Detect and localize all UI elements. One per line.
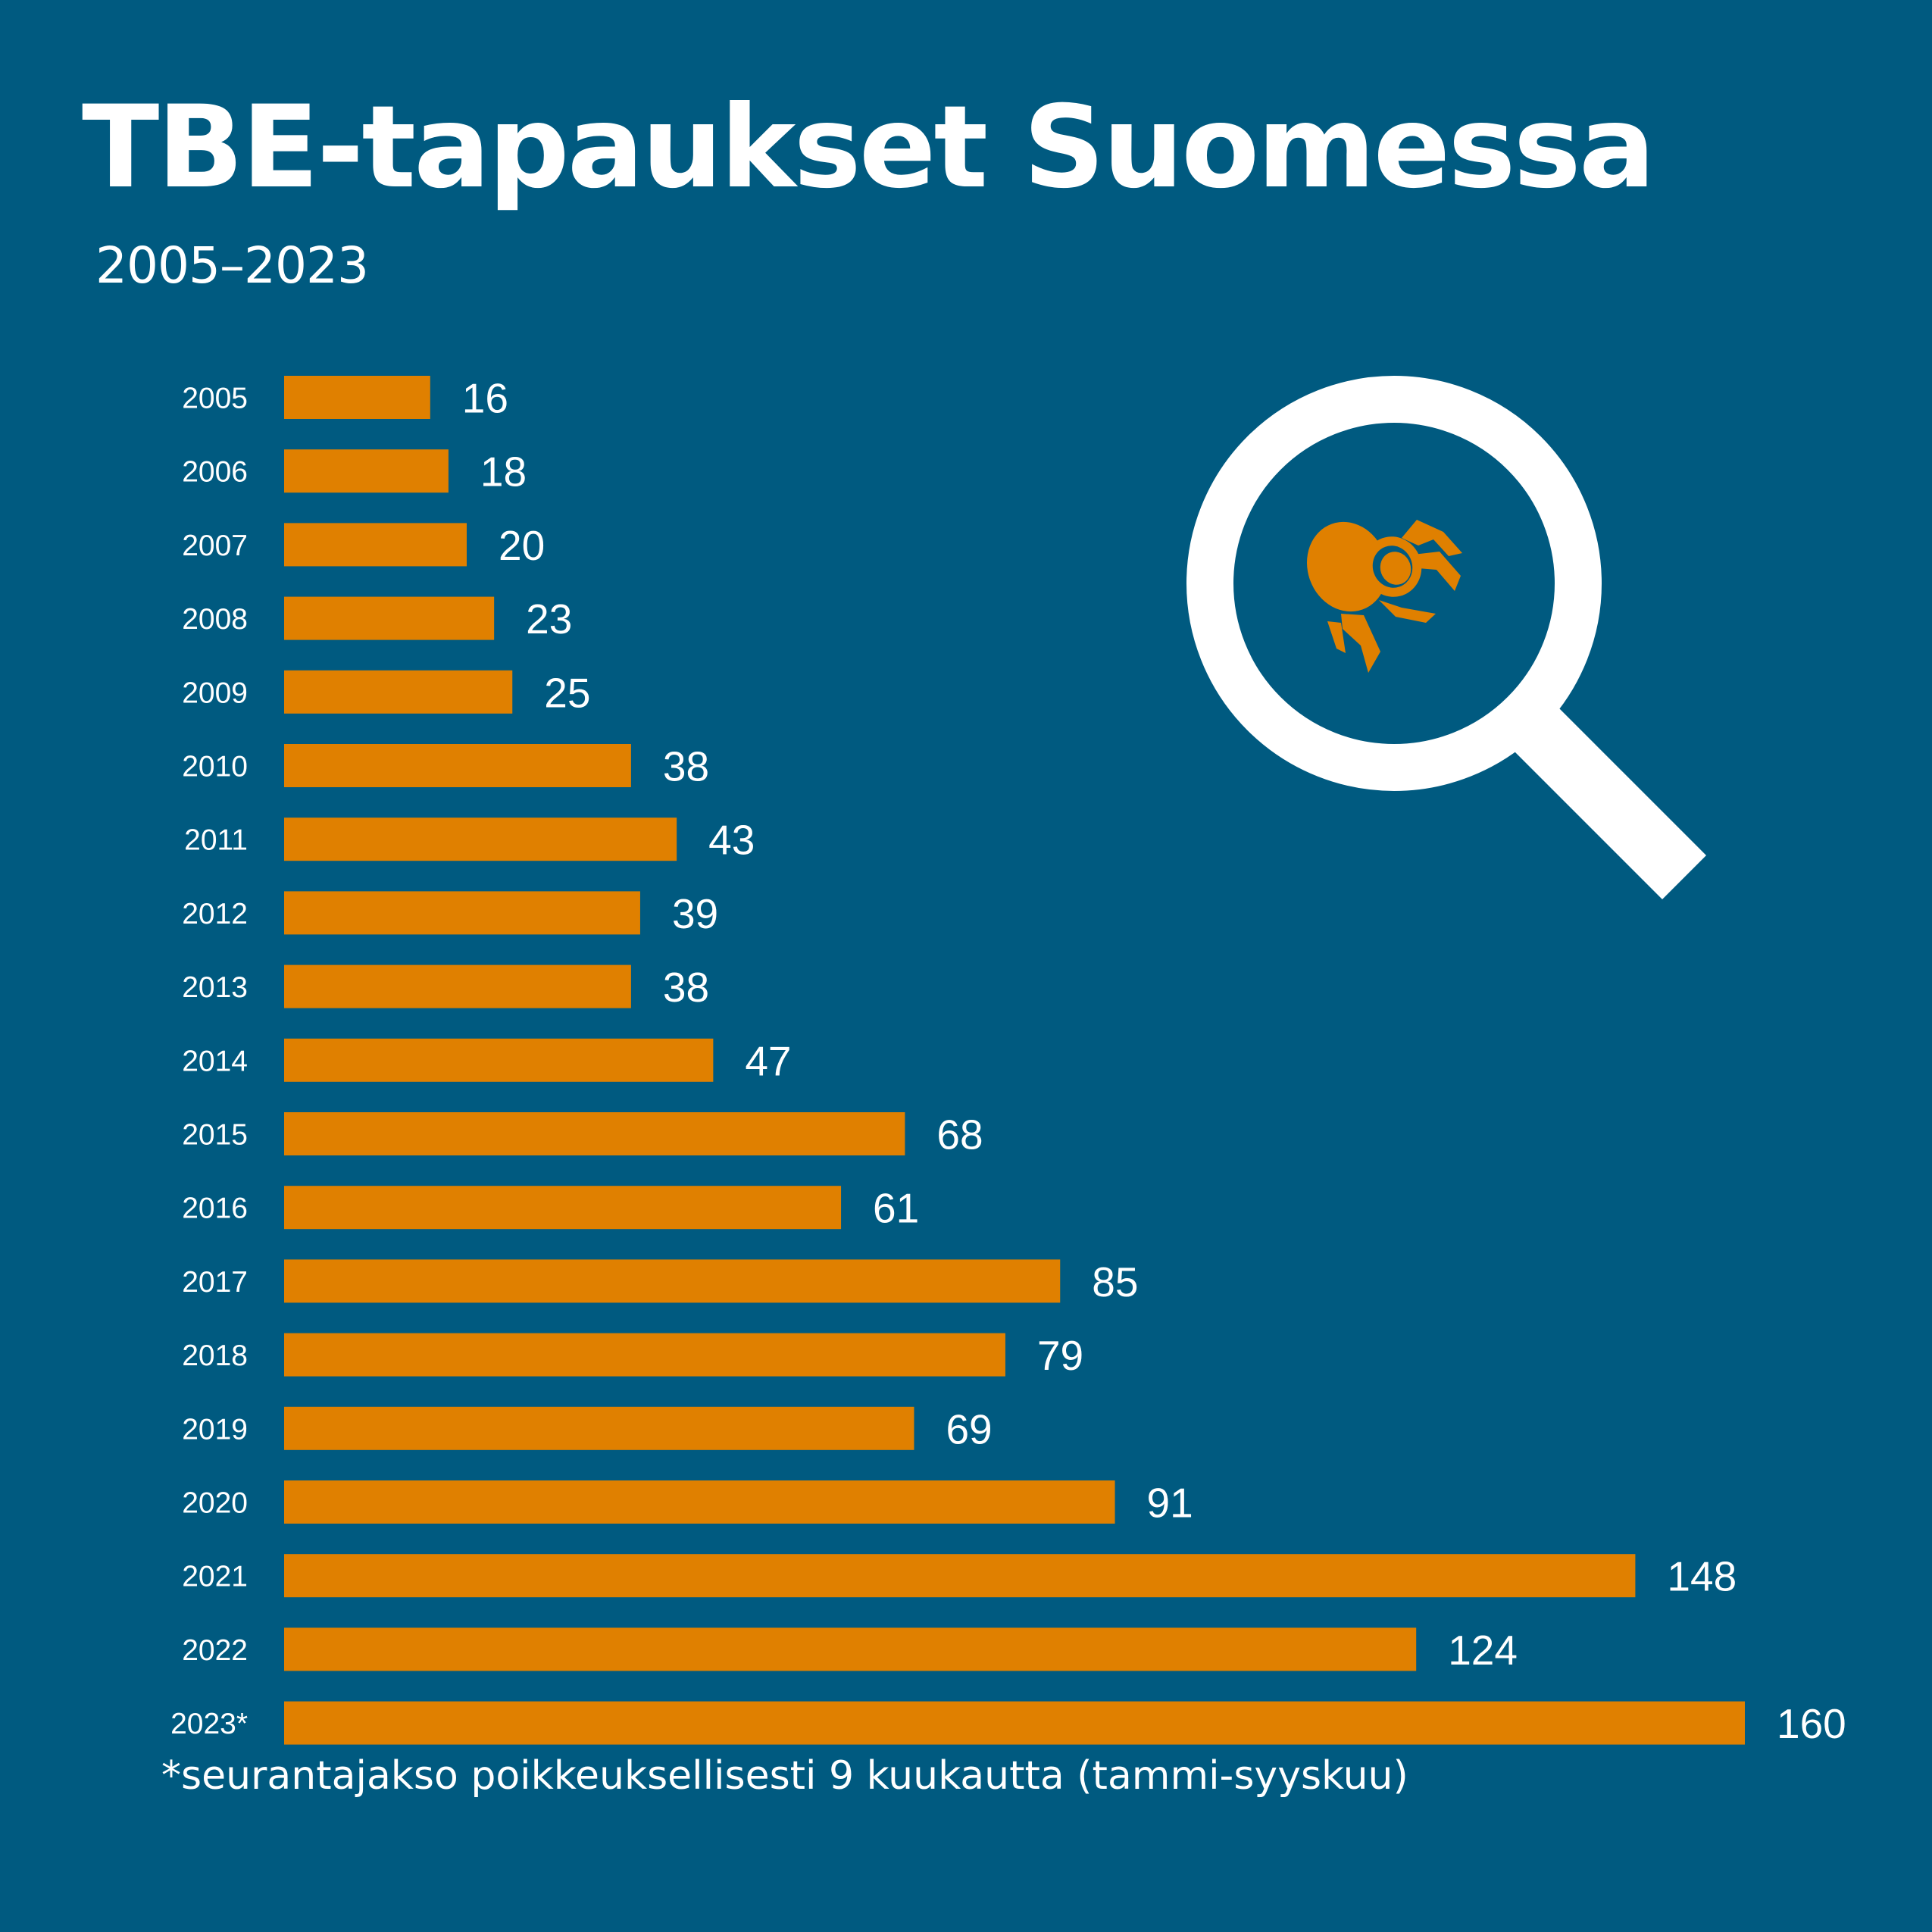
bar-value-label: 18 (480, 449, 527, 496)
bar-value-label: 39 (672, 890, 718, 937)
bar-2007 (284, 523, 467, 567)
bar-value-label: 47 (745, 1037, 791, 1084)
year-tick-label: 2013 (182, 971, 248, 1004)
year-tick-label: 2006 (182, 456, 248, 489)
year-tick-label: 2011 (184, 824, 248, 857)
year-tick-label: 2010 (182, 751, 248, 783)
chart-title: TBE-tapaukset Suomessa (82, 82, 1655, 214)
bar-2009 (284, 670, 513, 714)
bar-value-label: 69 (946, 1405, 992, 1452)
year-tick-label: 2007 (182, 530, 248, 562)
bar-value-label: 148 (1667, 1553, 1737, 1600)
bar-2014 (284, 1038, 714, 1082)
year-tick-label: 2012 (182, 898, 248, 930)
bar-value-label: 85 (1092, 1258, 1138, 1305)
bar-2023* (284, 1701, 1745, 1745)
year-tick-label: 2008 (182, 603, 248, 636)
year-tick-label: 2018 (182, 1340, 248, 1372)
bar-2011 (284, 818, 677, 861)
bar-value-label: 38 (663, 964, 709, 1011)
year-tick-label: 2009 (182, 677, 248, 709)
bar-2005 (284, 376, 430, 419)
bar-2008 (284, 596, 495, 640)
bar-2015 (284, 1112, 905, 1155)
bar-value-label: 160 (1777, 1700, 1846, 1747)
bar-2019 (284, 1406, 914, 1450)
year-tick-label: 2020 (182, 1487, 248, 1520)
footnote: *seurantajakso poikkeuksellisesti 9 kuuk… (161, 1753, 1408, 1799)
tick-icon (1307, 520, 1462, 673)
bar-2021 (284, 1554, 1636, 1598)
bar-2012 (284, 891, 640, 935)
year-tick-label: 2017 (182, 1266, 248, 1299)
bar-2017 (284, 1259, 1061, 1303)
bar-2020 (284, 1480, 1115, 1524)
bar-value-label: 38 (663, 743, 709, 790)
year-tick-label: 2021 (182, 1561, 248, 1593)
bar-value-label: 61 (873, 1185, 919, 1232)
bar-2010 (284, 744, 631, 787)
bar-value-label: 43 (708, 817, 755, 864)
bar-value-label: 23 (526, 596, 572, 642)
bar-2018 (284, 1333, 1005, 1377)
bar-2022 (284, 1627, 1417, 1671)
bar-value-label: 68 (936, 1111, 983, 1158)
year-tick-label: 2014 (182, 1045, 248, 1077)
chart-subtitle: 2005–2023 (95, 236, 369, 295)
bar-value-label: 79 (1037, 1332, 1083, 1379)
year-tick-label: 2005 (182, 383, 248, 415)
year-tick-label: 2015 (182, 1119, 248, 1152)
bar-value-label: 20 (499, 522, 545, 569)
magnifier-icon (1186, 376, 1706, 899)
bar-2016 (284, 1186, 842, 1230)
year-tick-label: 2023* (170, 1708, 248, 1740)
bar-value-label: 16 (462, 375, 508, 422)
bar-value-label: 25 (544, 669, 590, 716)
bar-value-label: 91 (1147, 1480, 1193, 1527)
year-tick-label: 2022 (182, 1634, 248, 1667)
bar-2013 (284, 964, 631, 1008)
year-tick-label: 2016 (182, 1193, 248, 1225)
year-tick-label: 2019 (182, 1413, 248, 1446)
bar-2006 (284, 449, 449, 493)
bar-value-label: 124 (1448, 1627, 1518, 1674)
